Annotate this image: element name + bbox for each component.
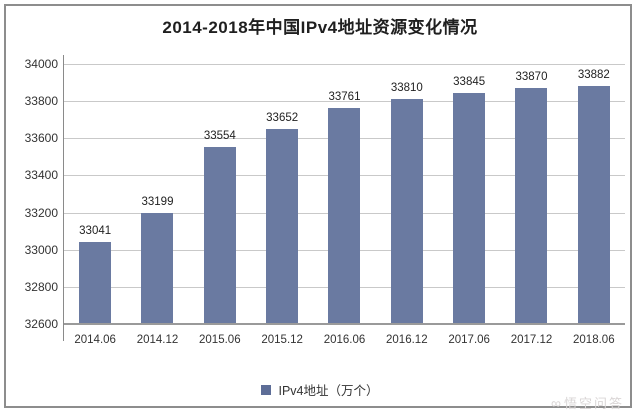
bar [141, 212, 174, 324]
watermark-text: 悟空问答 [563, 396, 624, 411]
legend-swatch [261, 384, 272, 395]
watermark: ∞ 悟空问答 [551, 393, 624, 412]
y-tick-label: 32800 [24, 279, 58, 294]
bar-value-label: 33554 [203, 129, 236, 142]
y-axis-labels: 32600 32800 33000 33200 33400 33600 33800 34000 [0, 57, 58, 331]
bar-column: 33652 2015.12 [251, 64, 313, 346]
y-tick-label: 33800 [24, 94, 58, 109]
y-tick-label: 32600 [24, 317, 58, 331]
x-tick-label: 2014.06 [74, 334, 116, 346]
bar-column: 33199 2014.12 [126, 64, 188, 346]
x-tick-label: 2017.12 [510, 334, 553, 346]
y-tick-label: 33400 [24, 168, 58, 183]
bar-value-label: 33845 [453, 75, 486, 88]
chart-title: 2014-2018年中国IPv4地址资源变化情况 [162, 18, 478, 37]
x-tick-label: 2015.12 [261, 334, 303, 346]
x-tick-label: 2018.06 [573, 334, 615, 346]
bar-column: 33845 2017.06 [438, 64, 500, 346]
bar [453, 92, 486, 324]
bar-column: 33882 2018.06 [563, 64, 625, 346]
bar [577, 85, 610, 324]
watermark-logo-icon: ∞ [551, 394, 561, 411]
gridline [64, 101, 625, 103]
bar-value-label: 33199 [141, 195, 174, 208]
bar [390, 99, 423, 324]
bar [266, 128, 299, 324]
bar-column: 33761 2016.06 [313, 64, 375, 346]
bar [515, 88, 548, 324]
x-tick-label: 2016.12 [386, 334, 428, 346]
bar-value-label: 33810 [390, 82, 423, 95]
y-tick-label: 33000 [24, 242, 58, 257]
x-tick-label: 2017.06 [448, 334, 490, 346]
y-axis-line [63, 55, 64, 341]
legend-label: IPv4地址（万个） [278, 384, 379, 398]
y-tick-label: 34000 [24, 57, 58, 71]
y-tick-label: 33200 [24, 205, 58, 220]
bar [328, 108, 361, 324]
bar-value-label: 33652 [266, 111, 299, 124]
bar-value-label: 33761 [328, 91, 361, 104]
bar-value-label: 33041 [79, 225, 112, 238]
y-tick-label: 33600 [24, 131, 58, 146]
gridline [64, 64, 625, 65]
bar [203, 146, 236, 324]
bar-value-label: 33870 [515, 71, 548, 84]
x-axis-line [64, 323, 625, 325]
x-tick-label: 2016.06 [323, 334, 366, 346]
bar-column: 33554 2015.06 [189, 64, 251, 346]
bar-column: 33870 2017.12 [500, 64, 562, 346]
bar [79, 242, 112, 324]
bar-column: 33810 2016.12 [376, 64, 438, 346]
bar-column: 33041 2014.06 [64, 64, 126, 346]
bar-value-label: 33882 [577, 68, 610, 81]
x-tick-label: 2015.06 [199, 334, 241, 346]
legend: IPv4地址（万个） [0, 380, 640, 399]
x-tick-label: 2014.12 [136, 334, 179, 346]
plot-area: 33041 2014.06 33199 2014.12 33554 2015.06 3365… [64, 64, 625, 346]
